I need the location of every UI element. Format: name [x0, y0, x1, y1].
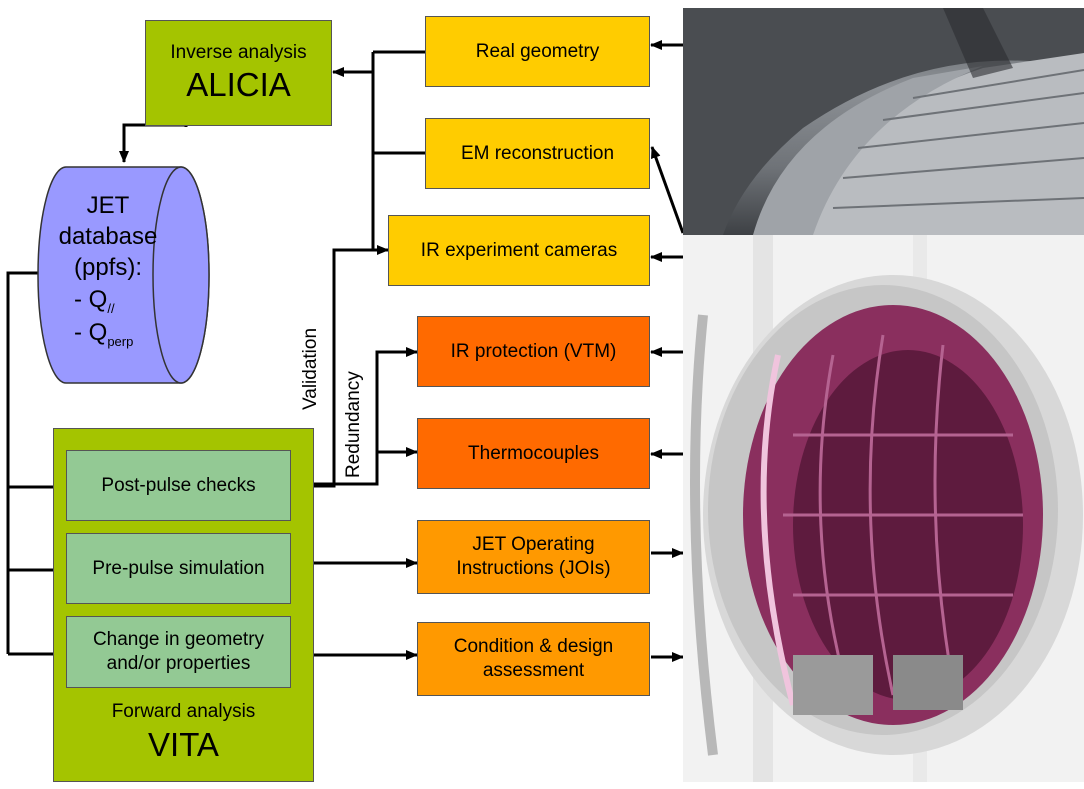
jois-box: JET Operating Instructions (JOIs): [417, 520, 650, 594]
ir-protection-label: IR protection (VTM): [450, 340, 617, 362]
condition-label-1: Condition & design: [453, 636, 614, 658]
post-pulse-checks-box: Post-pulse checks: [66, 450, 291, 521]
pre-pulse-simulation-box: Pre-pulse simulation: [66, 533, 291, 604]
change-label-1: Change in geometry: [92, 629, 265, 651]
ir-cameras-box: IR experiment cameras: [388, 215, 650, 286]
database-line2: database: [58, 223, 158, 251]
redundancy-arrow-vtm: [291, 347, 418, 486]
em-reconstruction-box: EM reconstruction: [425, 118, 650, 189]
post-pulse-label: Post-pulse checks: [101, 474, 256, 496]
arrow-alicia-to-database: [119, 123, 186, 163]
em-reconstruction-label: EM reconstruction: [460, 142, 615, 164]
database-label: JET database (ppfs): - Q// - Qperp: [38, 190, 178, 351]
pre-pulse-label: Pre-pulse simulation: [92, 557, 265, 579]
redundancy-label: Redundancy: [343, 371, 364, 478]
condition-label-2: assessment: [482, 660, 585, 681]
alicia-title: ALICIA: [186, 66, 291, 104]
database-q-parallel: - Q//: [74, 285, 115, 316]
thermocouples-label: Thermocouples: [468, 442, 599, 464]
vita-title: VITA: [148, 725, 219, 763]
ir-cameras-label: IR experiment cameras: [420, 239, 618, 261]
alicia-label: Inverse analysis: [170, 41, 307, 63]
alicia-box: Inverse analysis ALICIA: [145, 20, 332, 126]
vita-label: Forward analysis: [111, 701, 256, 722]
change-label-2: and/or properties: [106, 653, 251, 674]
real-geometry-box: Real geometry: [425, 16, 650, 87]
change-geometry-box: Change in geometry and/or properties: [66, 616, 291, 688]
jois-label-2: Instructions (JOIs): [456, 558, 611, 579]
thermocouples-box: Thermocouples: [417, 418, 650, 489]
jois-label-1: JET Operating: [472, 534, 595, 556]
condition-assessment-box: Condition & design assessment: [417, 622, 650, 696]
database-q-perp: - Qperp: [74, 319, 134, 350]
ir-protection-box: IR protection (VTM): [417, 316, 650, 387]
vessel-interior-illustration: [683, 8, 1084, 235]
validation-label: Validation: [300, 327, 321, 410]
real-geometry-label: Real geometry: [475, 40, 600, 62]
database-line3: (ppfs):: [73, 254, 142, 282]
tokamak-illustration: [690, 235, 1083, 782]
database-line1: JET: [86, 192, 130, 219]
database-cylinder: [37, 166, 210, 384]
vessel-interior-photo: [683, 8, 1084, 235]
tokamak-render: [683, 235, 1084, 782]
database-bus: [6, 271, 44, 654]
